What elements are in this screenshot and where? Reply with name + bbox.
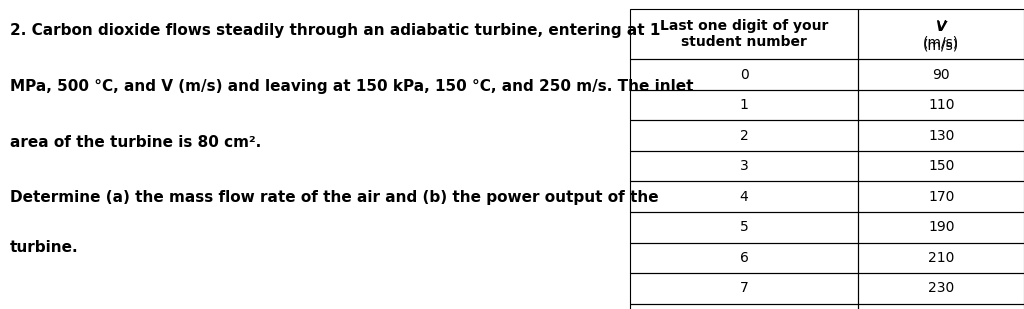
Bar — [858, 59, 1024, 90]
Text: 2: 2 — [739, 129, 749, 143]
Text: area of the turbine is 80 cm².: area of the turbine is 80 cm². — [10, 135, 261, 150]
Text: 150: 150 — [928, 159, 954, 173]
Bar — [630, 181, 858, 212]
Text: V: V — [936, 20, 946, 34]
Text: 0: 0 — [739, 68, 749, 82]
Bar — [858, 273, 1024, 304]
Bar — [858, 304, 1024, 309]
Text: 3: 3 — [739, 159, 749, 173]
Text: V
(m/s): V (m/s) — [924, 19, 959, 49]
Text: 1: 1 — [739, 98, 749, 112]
Text: 7: 7 — [739, 281, 749, 295]
Bar — [858, 121, 1024, 151]
Text: 130: 130 — [928, 129, 954, 143]
Text: MPa, 500 °C, and V (m/s) and leaving at 150 kPa, 150 °C, and 250 m/s. The inlet: MPa, 500 °C, and V (m/s) and leaving at … — [10, 79, 693, 94]
Bar — [858, 181, 1024, 212]
Text: Determine (a) the mass flow rate of the air and (b) the power output of the: Determine (a) the mass flow rate of the … — [10, 190, 658, 205]
Text: (m/s): (m/s) — [924, 38, 959, 52]
Bar — [858, 151, 1024, 181]
Bar — [858, 243, 1024, 273]
Text: 6: 6 — [739, 251, 749, 265]
Bar — [630, 59, 858, 90]
Text: 110: 110 — [928, 98, 954, 112]
Text: 190: 190 — [928, 220, 954, 234]
Text: Last one digit of your
student number: Last one digit of your student number — [659, 19, 828, 49]
Bar — [858, 90, 1024, 121]
Text: 4: 4 — [739, 190, 749, 204]
Bar — [858, 9, 1024, 59]
Bar — [630, 9, 858, 59]
Bar — [630, 90, 858, 121]
Text: 210: 210 — [928, 251, 954, 265]
Text: 5: 5 — [739, 220, 749, 234]
Bar — [630, 121, 858, 151]
Text: 170: 170 — [928, 190, 954, 204]
Bar — [630, 151, 858, 181]
Bar — [630, 304, 858, 309]
Text: 230: 230 — [928, 281, 954, 295]
Bar — [630, 212, 858, 243]
Bar — [630, 273, 858, 304]
Text: turbine.: turbine. — [10, 240, 79, 255]
Text: 90: 90 — [933, 68, 950, 82]
Bar — [630, 243, 858, 273]
Text: 2. Carbon dioxide flows steadily through an adiabatic turbine, entering at 1: 2. Carbon dioxide flows steadily through… — [10, 23, 660, 38]
Bar — [858, 212, 1024, 243]
